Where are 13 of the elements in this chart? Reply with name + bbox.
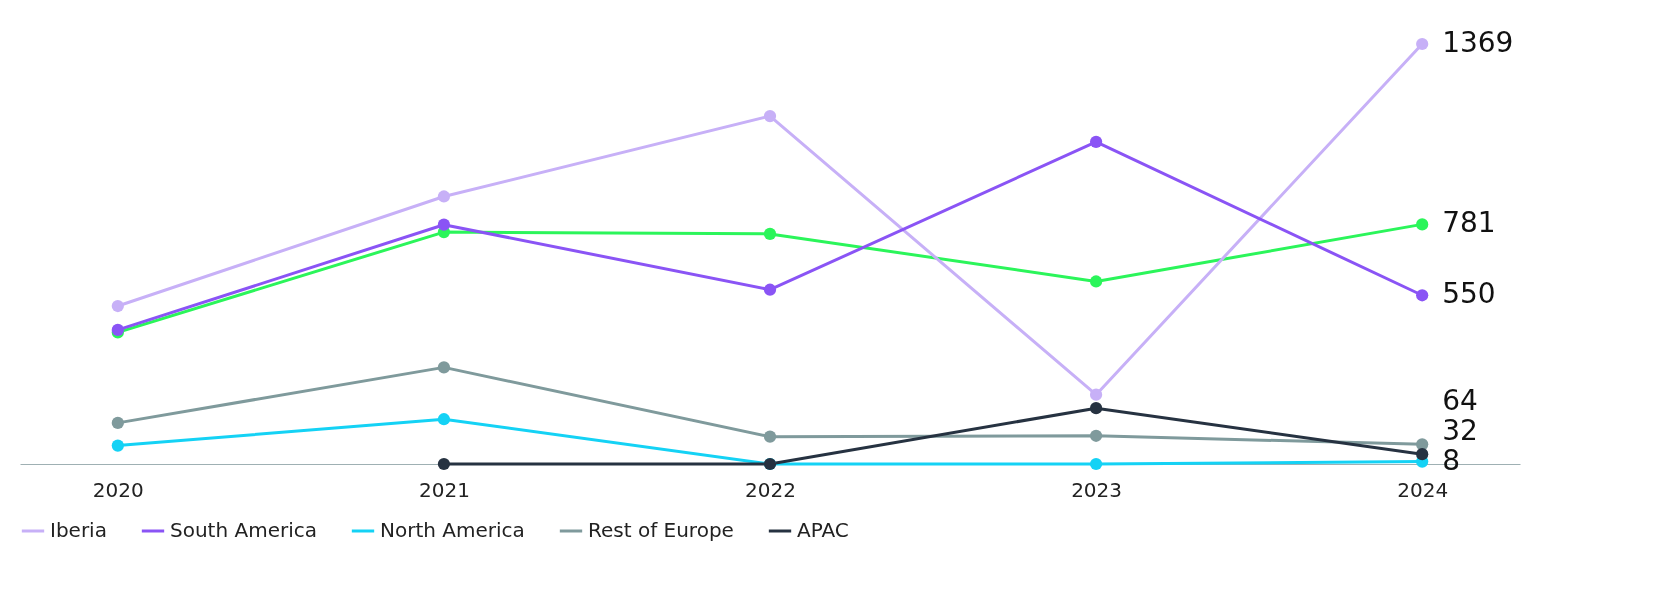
legend-label: APAC [797,518,849,542]
legend-label: Rest of Europe [588,518,734,542]
legend-label: Iberia [50,518,107,542]
legend-label: North America [380,518,525,542]
x-tick-label: 2021 [418,477,470,502]
data-label: 1369 [1442,26,1514,59]
legend-label: South America [170,518,317,542]
x-tick-label: 2020 [92,477,144,502]
x-tick-label: 2022 [745,477,796,502]
data-label: 781 [1442,206,1496,240]
x-tick-label: 2024 [1397,477,1449,502]
data-label: 550 [1442,277,1496,311]
x-tick-label: 2023 [1071,477,1123,502]
